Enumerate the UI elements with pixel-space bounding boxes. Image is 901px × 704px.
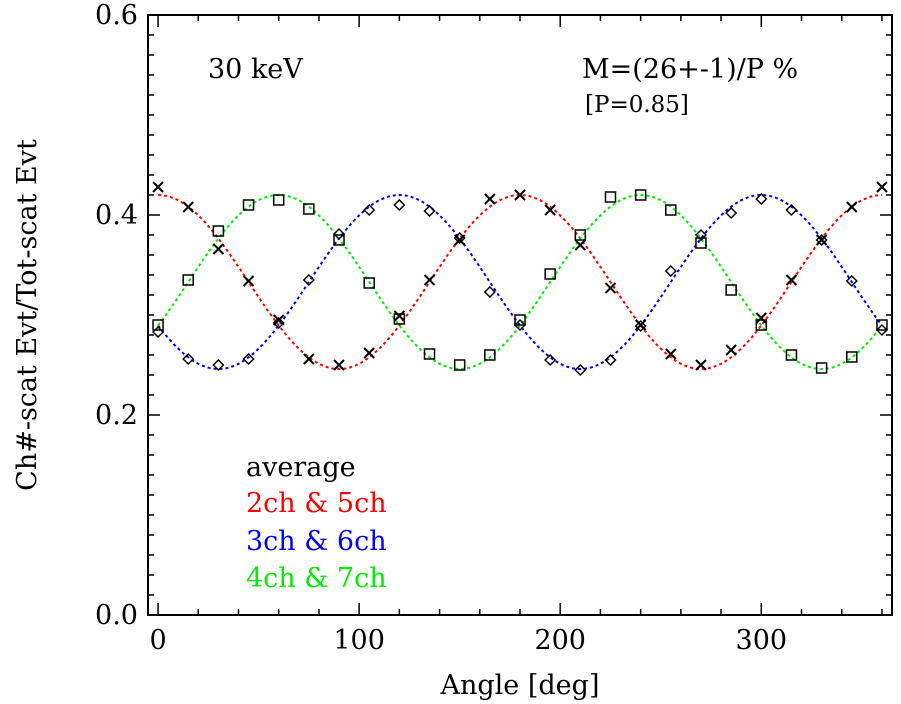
legend-average: average (246, 452, 356, 483)
point-x (393, 310, 406, 322)
point-square (393, 313, 406, 325)
point-diamond (785, 203, 798, 217)
point-x (695, 359, 707, 371)
modulation-annotation: M=(26+-1)/P % (582, 54, 798, 85)
point-x (755, 312, 768, 324)
point-square (876, 319, 888, 331)
point-square (303, 203, 315, 215)
point-x (182, 201, 194, 213)
data-points (151, 181, 889, 377)
point-square (695, 237, 707, 249)
x-tick-label: 100 (333, 625, 385, 656)
point-diamond (302, 273, 315, 287)
point-square (363, 277, 375, 289)
point-square (242, 199, 255, 211)
point-x (333, 359, 345, 371)
point-square (665, 204, 677, 216)
point-x (604, 282, 617, 294)
point-square (846, 351, 858, 363)
point-diamond (363, 203, 376, 217)
point-x (544, 204, 556, 216)
fit-curve-3ch-6ch (157, 193, 883, 371)
y-tick-label: 0.2 (95, 400, 138, 431)
point-diamond (634, 319, 647, 333)
point-x (212, 243, 225, 255)
x-tick-label: 300 (736, 625, 788, 656)
fit-curve-2ch-5ch (158, 193, 882, 371)
point-square (785, 349, 798, 361)
point-diamond (483, 285, 496, 299)
point-square (634, 189, 647, 201)
legend-3ch-6ch: 3ch & 6ch (246, 526, 387, 557)
legend-2ch-5ch: 2ch & 5ch (246, 488, 387, 519)
y-tick-label: 0.0 (95, 600, 138, 631)
point-diamond (212, 358, 225, 372)
point-diamond (725, 206, 738, 220)
point-x (785, 274, 798, 286)
y-tick-label: 0.6 (95, 0, 138, 31)
point-diamond (845, 274, 858, 288)
point-square (755, 319, 768, 331)
point-x (423, 274, 436, 286)
point-x (815, 234, 828, 246)
point-square (604, 191, 617, 203)
point-x (725, 344, 737, 356)
point-diamond (664, 264, 677, 278)
point-diamond (272, 316, 285, 330)
point-diamond (815, 233, 828, 247)
energy-annotation: 30 keV (208, 54, 303, 85)
x-tick-label: 200 (534, 625, 586, 656)
point-square (453, 359, 466, 371)
axis-ticks (148, 14, 892, 616)
legend-4ch-7ch: 4ch & 7ch (246, 563, 387, 594)
point-diamond (453, 231, 466, 245)
point-square (272, 194, 285, 206)
x-axis-label: Angle [deg] (440, 670, 600, 701)
point-x (363, 347, 375, 359)
point-diamond (875, 323, 889, 337)
point-square (152, 319, 164, 331)
point-square (815, 362, 828, 374)
point-x (242, 275, 255, 287)
point-x (152, 181, 164, 193)
y-tick-label: 0.4 (95, 200, 138, 231)
point-x (303, 353, 315, 365)
point-x (665, 348, 677, 360)
point-diamond (151, 325, 165, 339)
fit-curves (157, 193, 883, 371)
tick-labels: 0 100 200 300 0.0 0.2 0.4 0.6 (95, 0, 787, 656)
point-diamond (242, 352, 255, 366)
point-x (876, 181, 888, 193)
point-x (846, 201, 858, 213)
point-square (423, 348, 436, 360)
point-diamond (574, 363, 587, 377)
polarization-annotation: [P=0.85] (585, 92, 689, 118)
point-diamond (513, 318, 527, 332)
point-diamond (755, 192, 768, 206)
y-axis-label: Ch#-scat Evt/Tot-scat Evt (12, 139, 43, 491)
point-square (725, 284, 737, 296)
point-x (574, 239, 587, 251)
point-diamond (423, 204, 436, 218)
point-square (333, 234, 345, 246)
point-diamond (694, 228, 708, 242)
point-square (182, 274, 194, 286)
x-tick-label: 0 (149, 625, 166, 656)
point-x (484, 193, 496, 205)
point-x (514, 189, 526, 201)
point-square (574, 229, 587, 241)
point-diamond (182, 352, 195, 366)
point-diamond (393, 198, 406, 212)
point-diamond (332, 227, 346, 241)
fit-curve-4ch-7ch (157, 193, 883, 371)
point-square (484, 349, 496, 361)
point-diamond (544, 353, 557, 367)
point-square (212, 225, 225, 237)
point-square (514, 314, 526, 326)
point-square (544, 268, 556, 280)
point-x (272, 314, 285, 326)
point-diamond (604, 353, 617, 367)
